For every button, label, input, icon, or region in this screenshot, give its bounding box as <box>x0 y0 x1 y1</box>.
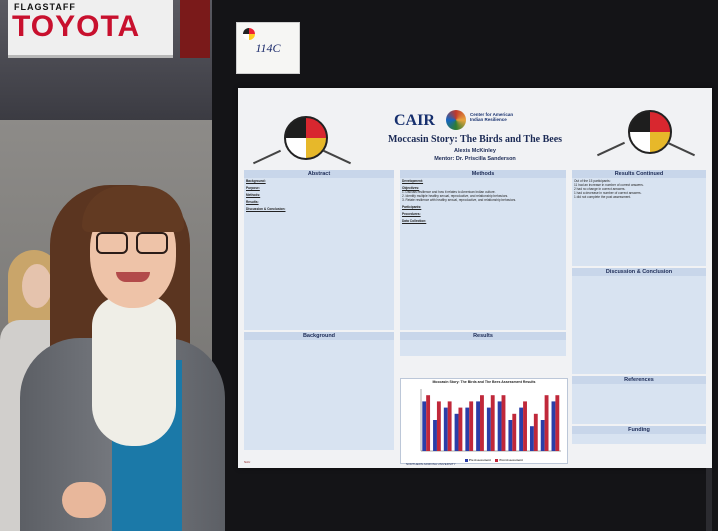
easel-leg-right <box>706 468 712 531</box>
abstract-label-1: Background: <box>246 179 266 183</box>
chart-bar-pre-3 <box>443 407 448 451</box>
red-panel <box>180 0 210 58</box>
glasses-icon <box>96 232 170 254</box>
chart-bar-post-6 <box>480 395 484 451</box>
chart-bar-post-11 <box>533 413 538 451</box>
presenter-hair-top <box>82 186 184 232</box>
legend-pre-swatch <box>465 458 468 462</box>
room-tag: 114C <box>236 22 300 74</box>
section-methods-header: Methods <box>400 170 566 178</box>
chart-bar-pre-8 <box>497 401 502 451</box>
org-badge-icon <box>446 110 466 130</box>
research-poster: CAIR Center for American Indian Resilien… <box>238 88 712 468</box>
legend-post-swatch <box>495 458 499 462</box>
chart-bar-pre-4 <box>454 413 459 451</box>
poster-title: Moccasin Story: The Birds and The Bees <box>387 134 563 145</box>
chart-bar-post-1 <box>426 395 431 451</box>
chart-bar-post-9 <box>512 413 517 451</box>
chart-bar-pre-11 <box>529 426 534 451</box>
presenter-scarf <box>92 296 176 446</box>
poster-author: Alexis McKinley <box>454 148 496 154</box>
abstract-label-3: Methods: <box>246 193 261 197</box>
abstract-label-2: Purpose: <box>246 186 260 190</box>
presenter-smile <box>116 272 150 282</box>
sponsor-banner: FLAGSTAFF TOYOTA <box>8 0 173 58</box>
section-methods-body: Development: Objectives: 1. Discuss resi… <box>400 178 566 330</box>
chart-plot <box>420 389 561 452</box>
chart-bar-pre-13 <box>551 401 556 451</box>
section-funding-body <box>572 434 706 444</box>
results-intro: Out of the 15 participants: <box>574 179 611 183</box>
section-funding-header: Funding <box>572 426 706 434</box>
section-results-continued-body: Out of the 15 participants: 11 had an in… <box>572 178 706 266</box>
section-references-body <box>572 384 706 424</box>
section-results-continued-header: Results Continued <box>572 170 706 178</box>
section-abstract-body: Background: Purpose: Methods: Results: D… <box>244 178 394 330</box>
objective-1: 1. Discuss resilience and how it relates… <box>402 190 496 194</box>
chart-bar-pre-5 <box>465 407 470 451</box>
chart-bar-pre-1 <box>422 401 427 451</box>
chart-bar-pre-10 <box>519 407 524 451</box>
results-chart: Moccasin Story: The Birds and The Bees A… <box>400 378 568 464</box>
banner-big-text: TOYOTA <box>12 10 141 43</box>
abstract-label-5: Discussion & Conclusion: <box>246 207 286 211</box>
section-background-header: Background <box>244 332 394 340</box>
chart-legend: Pre Assessment Post Assessment <box>461 458 523 462</box>
column-middle: Methods Development: Objectives: 1. Disc… <box>400 170 566 356</box>
room-tag-number: 114C <box>255 41 281 55</box>
section-background-body <box>244 340 394 450</box>
logo-left: NAU <box>244 460 251 464</box>
chart-bar-pre-7 <box>486 407 491 451</box>
org-logo-text: CAIR <box>394 112 435 129</box>
results-item-4: 1 did not complete the post assessment. <box>574 195 632 199</box>
column-right: Results Continued Out of the 15 particip… <box>572 170 706 444</box>
medicine-wheel-right-icon <box>628 110 672 154</box>
section-abstract-header: Abstract <box>244 170 394 178</box>
logo-nau: NORTHERN ARIZONA UNIVERSITY <box>406 462 456 466</box>
chart-bar-post-5 <box>469 401 474 451</box>
legend-post-label: Post Assessment <box>499 458 523 462</box>
chart-bar-post-12 <box>544 395 549 451</box>
chart-bar-post-10 <box>523 401 527 451</box>
methods-label-5: Data Collection: <box>402 219 427 223</box>
objective-3: 3. Relate resilience with healthy sexual… <box>402 198 517 202</box>
chart-bar-post-13 <box>555 395 560 451</box>
poster-mentor: Mentor: Dr. Priscilla Sanderson <box>434 156 516 162</box>
results-item-2: 2 had no change in correct answers. <box>574 187 626 191</box>
background-person-face <box>22 264 52 308</box>
section-results-body <box>400 340 566 356</box>
chart-title: Moccasin Story: The Birds and The Bees A… <box>432 380 536 384</box>
methods-label-1: Development: <box>402 179 424 183</box>
banner-small-text: FLAGSTAFF <box>14 2 76 12</box>
chart-bar-pre-12 <box>540 420 545 451</box>
section-discussion-body <box>572 276 706 374</box>
chart-bar-pre-6 <box>476 401 481 451</box>
section-discussion-header: Discussion & Conclusion <box>572 268 706 276</box>
chart-bar-post-2 <box>436 401 441 451</box>
results-item-3: 1 had a decrease in number of correct an… <box>574 191 642 195</box>
chart-bar-post-3 <box>447 401 452 451</box>
org-subtitle: Center for American Indian Resilience <box>470 112 514 122</box>
methods-label-3: Participants: <box>402 205 422 209</box>
chart-bar-pre-9 <box>508 420 513 451</box>
chart-bar-post-4 <box>458 407 463 451</box>
room-tag-logo-icon <box>243 28 255 40</box>
section-results-header: Results <box>400 332 566 340</box>
legend-pre-label: Pre Assessment <box>469 458 491 462</box>
presenter-hand <box>62 482 106 518</box>
methods-label-2: Objectives: <box>402 186 420 190</box>
section-references-header: References <box>572 376 706 384</box>
abstract-label-4: Results: <box>246 200 259 204</box>
methods-label-4: Procedures: <box>402 212 421 216</box>
medicine-wheel-left-icon <box>284 116 328 160</box>
column-left: Abstract Background: Purpose: Methods: R… <box>244 170 394 450</box>
chart-bar-post-7 <box>490 395 495 451</box>
chart-bar-post-8 <box>501 395 506 451</box>
objective-2: 2. Identify multiple healthy sexual, rep… <box>402 194 509 198</box>
chart-bar-pre-2 <box>433 420 437 451</box>
results-item-1: 11 had an increase in number of correct … <box>574 183 644 187</box>
